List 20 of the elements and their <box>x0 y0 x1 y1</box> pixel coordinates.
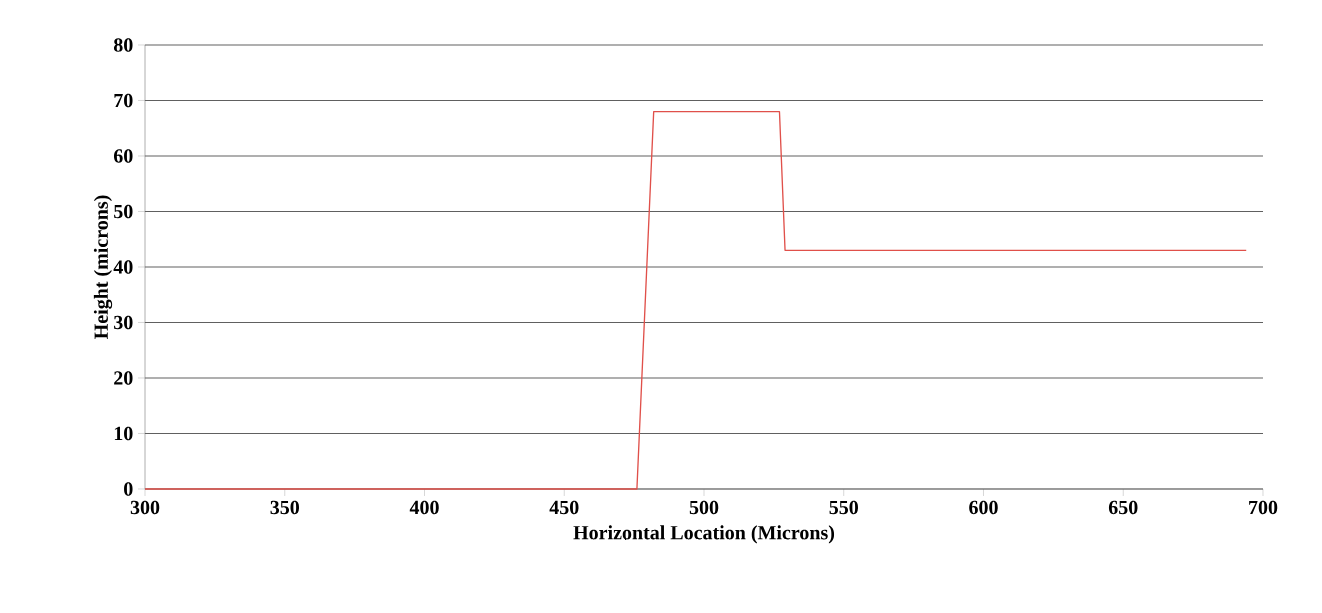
y-tick-label: 80 <box>113 38 133 52</box>
y-tick-label: 20 <box>114 371 133 385</box>
x-tick-label: 600 <box>969 500 998 515</box>
x-tick-label: 300 <box>130 500 160 515</box>
x-tick-label: 700 <box>1249 500 1278 515</box>
y-tick-label: 50 <box>114 204 133 219</box>
y-tick-label: 70 <box>114 93 133 108</box>
x-tick-label: 500 <box>689 500 719 515</box>
y-tick-label: 0 <box>124 482 133 496</box>
y-axis-title: Height (microns) <box>93 195 113 339</box>
x-tick-label: 400 <box>409 500 439 515</box>
x-tick-label: 650 <box>1108 500 1138 515</box>
y-tick-label: 60 <box>113 149 133 163</box>
y-tick-label: 30 <box>114 315 133 330</box>
x-tick-label: 550 <box>829 500 858 515</box>
y-tick-label: 10 <box>114 426 133 441</box>
y-tick-label: 40 <box>113 260 133 274</box>
x-tick-label: 450 <box>549 500 579 515</box>
x-tick-label: 350 <box>270 500 299 515</box>
x-axis-title: Horizontal Location (Microns) <box>573 525 835 544</box>
